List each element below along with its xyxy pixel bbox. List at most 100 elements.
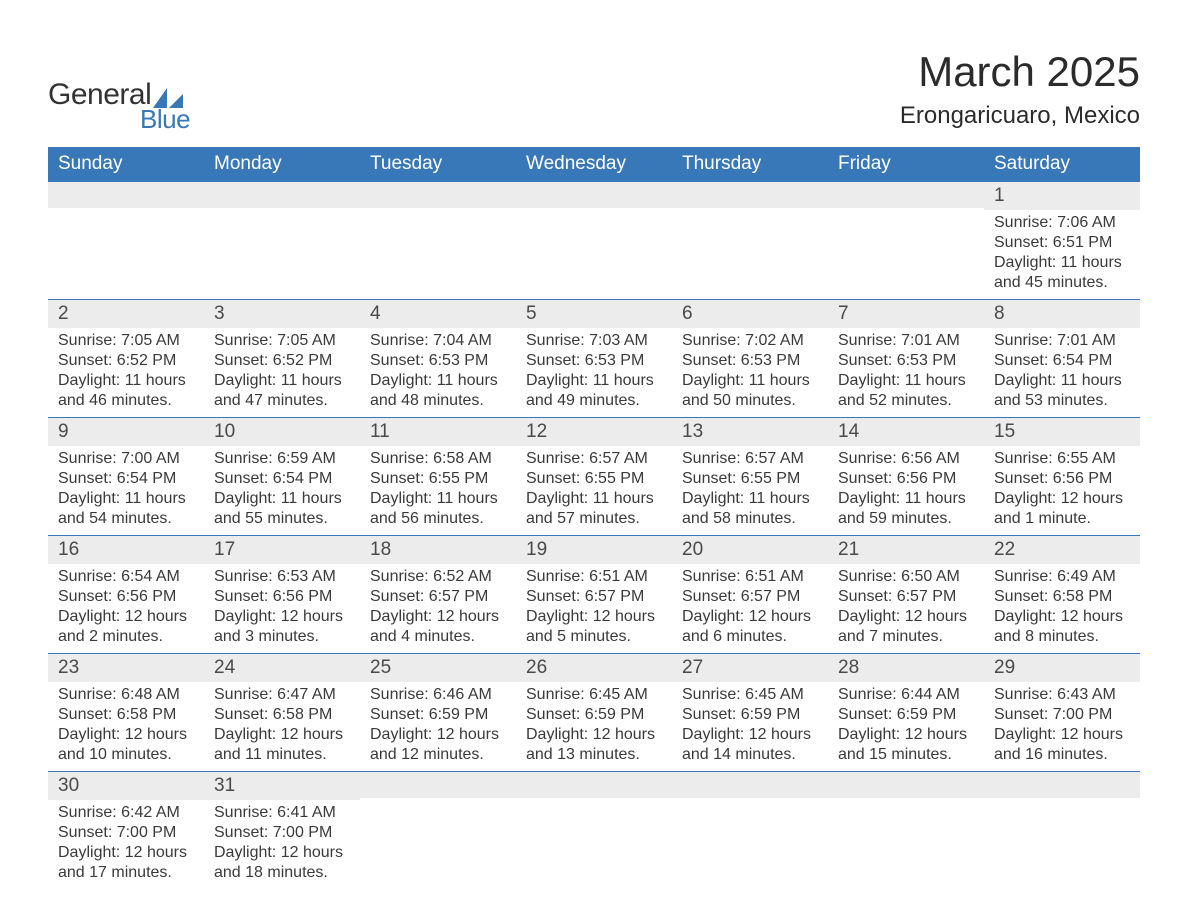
page-header: General Blue March 2025 Erongaricuaro, M… <box>48 48 1140 135</box>
sunrise-line: Sunrise: 6:52 AM <box>370 567 506 587</box>
sunrise-line: Sunrise: 7:05 AM <box>58 331 194 351</box>
day-number-row <box>204 182 360 208</box>
day-number: 8 <box>984 300 1140 328</box>
day-body: Sunrise: 7:04 AMSunset: 6:53 PMDaylight:… <box>360 328 516 417</box>
calendar-day-cell: 5Sunrise: 7:03 AMSunset: 6:53 PMDaylight… <box>516 300 672 418</box>
weekday-header: Saturday <box>984 147 1140 182</box>
day-number: 26 <box>516 654 672 682</box>
sunrise-line: Sunrise: 6:51 AM <box>526 567 662 587</box>
day-body: Sunrise: 6:43 AMSunset: 7:00 PMDaylight:… <box>984 682 1140 771</box>
daylight-line: Daylight: 12 hours and 6 minutes. <box>682 607 818 647</box>
day-number <box>828 182 984 208</box>
calendar-day-cell: 23Sunrise: 6:48 AMSunset: 6:58 PMDayligh… <box>48 654 204 772</box>
day-number: 1 <box>984 182 1140 210</box>
day-number: 30 <box>48 772 204 800</box>
day-number: 9 <box>48 418 204 446</box>
day-body: Sunrise: 6:46 AMSunset: 6:59 PMDaylight:… <box>360 682 516 771</box>
sunrise-line: Sunrise: 7:00 AM <box>58 449 194 469</box>
daylight-line: Daylight: 12 hours and 2 minutes. <box>58 607 194 647</box>
day-number-row <box>360 182 516 208</box>
day-body: Sunrise: 6:45 AMSunset: 6:59 PMDaylight:… <box>672 682 828 771</box>
sunrise-line: Sunrise: 6:49 AM <box>994 567 1130 587</box>
sunrise-line: Sunrise: 6:47 AM <box>214 685 350 705</box>
day-number: 10 <box>204 418 360 446</box>
daylight-line: Daylight: 11 hours and 50 minutes. <box>682 371 818 411</box>
sunset-line: Sunset: 6:56 PM <box>838 469 974 489</box>
daylight-line: Daylight: 11 hours and 53 minutes. <box>994 371 1130 411</box>
daylight-line: Daylight: 12 hours and 14 minutes. <box>682 725 818 765</box>
sunset-line: Sunset: 6:54 PM <box>214 469 350 489</box>
sunrise-line: Sunrise: 6:45 AM <box>526 685 662 705</box>
calendar-day-cell: 28Sunrise: 6:44 AMSunset: 6:59 PMDayligh… <box>828 654 984 772</box>
day-body: Sunrise: 6:42 AMSunset: 7:00 PMDaylight:… <box>48 800 204 889</box>
sunset-line: Sunset: 6:56 PM <box>58 587 194 607</box>
sunset-line: Sunset: 6:53 PM <box>526 351 662 371</box>
day-number: 15 <box>984 418 1140 446</box>
day-number: 27 <box>672 654 828 682</box>
calendar-week-row: 30Sunrise: 6:42 AMSunset: 7:00 PMDayligh… <box>48 772 1140 890</box>
day-number-row: 2 <box>48 300 204 328</box>
day-number-row: 10 <box>204 418 360 446</box>
day-number: 29 <box>984 654 1140 682</box>
day-number: 31 <box>204 772 360 800</box>
daylight-line: Daylight: 12 hours and 3 minutes. <box>214 607 350 647</box>
sunrise-line: Sunrise: 6:57 AM <box>682 449 818 469</box>
sunrise-line: Sunrise: 6:55 AM <box>994 449 1130 469</box>
calendar-day-cell: 18Sunrise: 6:52 AMSunset: 6:57 PMDayligh… <box>360 536 516 654</box>
calendar-day-cell <box>984 772 1140 890</box>
calendar-day-cell: 19Sunrise: 6:51 AMSunset: 6:57 PMDayligh… <box>516 536 672 654</box>
day-body <box>672 798 828 818</box>
sunrise-line: Sunrise: 6:59 AM <box>214 449 350 469</box>
daylight-line: Daylight: 12 hours and 8 minutes. <box>994 607 1130 647</box>
daylight-line: Daylight: 11 hours and 47 minutes. <box>214 371 350 411</box>
day-body <box>516 798 672 818</box>
logo-sail-icon <box>153 88 183 108</box>
sunset-line: Sunset: 6:52 PM <box>58 351 194 371</box>
day-number-row: 31 <box>204 772 360 800</box>
sunset-line: Sunset: 6:58 PM <box>994 587 1130 607</box>
logo-text-general: General <box>48 78 151 112</box>
day-body <box>360 208 516 288</box>
calendar-day-cell: 9Sunrise: 7:00 AMSunset: 6:54 PMDaylight… <box>48 418 204 536</box>
calendar-day-cell: 20Sunrise: 6:51 AMSunset: 6:57 PMDayligh… <box>672 536 828 654</box>
sunset-line: Sunset: 6:59 PM <box>682 705 818 725</box>
day-number-row: 29 <box>984 654 1140 682</box>
calendar-day-cell <box>672 772 828 890</box>
day-body: Sunrise: 7:06 AMSunset: 6:51 PMDaylight:… <box>984 210 1140 299</box>
sunrise-line: Sunrise: 7:05 AM <box>214 331 350 351</box>
day-body: Sunrise: 6:49 AMSunset: 6:58 PMDaylight:… <box>984 564 1140 653</box>
weekday-header: Tuesday <box>360 147 516 182</box>
day-number: 14 <box>828 418 984 446</box>
day-number-row: 7 <box>828 300 984 328</box>
day-number: 24 <box>204 654 360 682</box>
daylight-line: Daylight: 12 hours and 13 minutes. <box>526 725 662 765</box>
daylight-line: Daylight: 11 hours and 56 minutes. <box>370 489 506 529</box>
day-number <box>360 182 516 208</box>
sunset-line: Sunset: 6:55 PM <box>526 469 662 489</box>
calendar-day-cell: 30Sunrise: 6:42 AMSunset: 7:00 PMDayligh… <box>48 772 204 890</box>
day-number: 16 <box>48 536 204 564</box>
day-number-row: 14 <box>828 418 984 446</box>
day-number <box>516 182 672 208</box>
daylight-line: Daylight: 11 hours and 48 minutes. <box>370 371 506 411</box>
calendar-day-cell <box>672 182 828 300</box>
day-number-row: 28 <box>828 654 984 682</box>
sunrise-line: Sunrise: 6:50 AM <box>838 567 974 587</box>
day-body: Sunrise: 6:45 AMSunset: 6:59 PMDaylight:… <box>516 682 672 771</box>
daylight-line: Daylight: 12 hours and 12 minutes. <box>370 725 506 765</box>
sunset-line: Sunset: 6:54 PM <box>994 351 1130 371</box>
daylight-line: Daylight: 11 hours and 59 minutes. <box>838 489 974 529</box>
day-number <box>672 182 828 208</box>
calendar-day-cell <box>516 772 672 890</box>
day-number-row: 13 <box>672 418 828 446</box>
sunset-line: Sunset: 6:55 PM <box>370 469 506 489</box>
weekday-row: Sunday Monday Tuesday Wednesday Thursday… <box>48 147 1140 182</box>
calendar-week-row: 16Sunrise: 6:54 AMSunset: 6:56 PMDayligh… <box>48 536 1140 654</box>
sunset-line: Sunset: 6:56 PM <box>994 469 1130 489</box>
brand-logo: General Blue <box>48 48 190 135</box>
day-number: 7 <box>828 300 984 328</box>
sunset-line: Sunset: 6:53 PM <box>682 351 818 371</box>
sunset-line: Sunset: 6:57 PM <box>682 587 818 607</box>
day-number: 28 <box>828 654 984 682</box>
weekday-header: Friday <box>828 147 984 182</box>
